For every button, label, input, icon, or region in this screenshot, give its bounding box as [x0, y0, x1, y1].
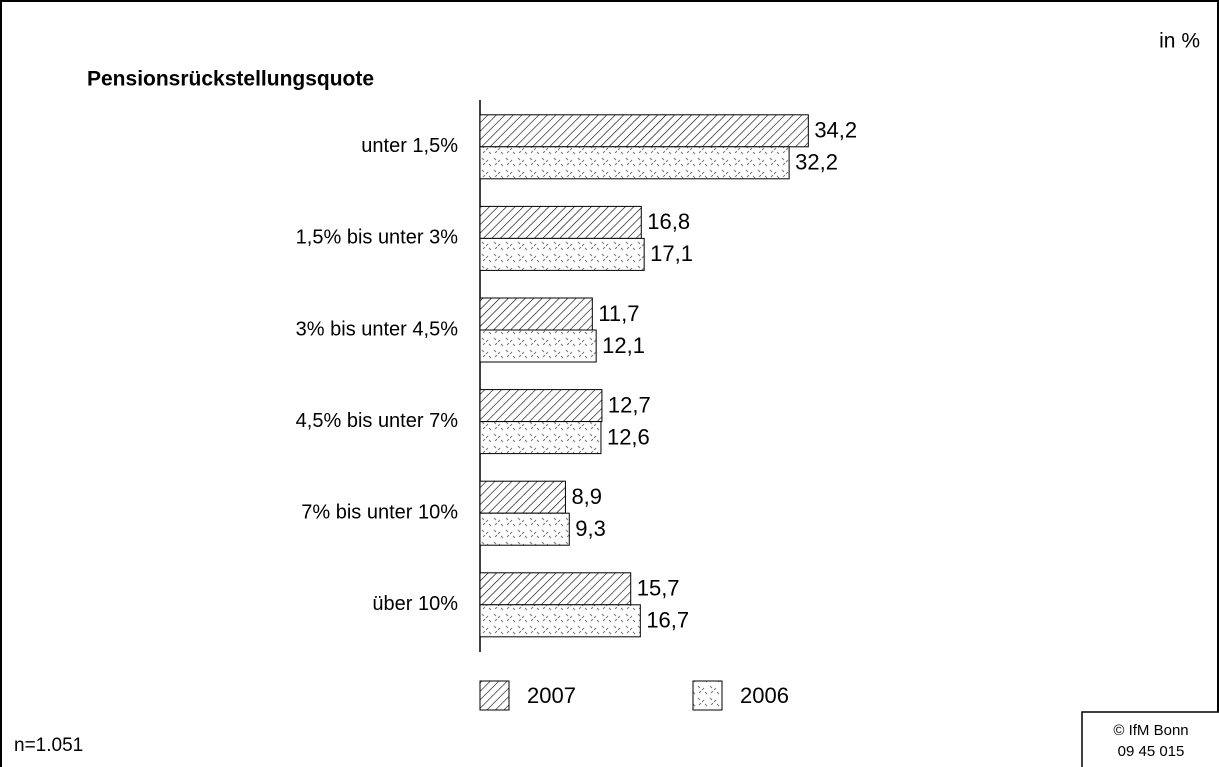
- source-line: 09 45 015: [1118, 743, 1185, 760]
- bar: [479, 421, 602, 455]
- value-label: 17,1: [650, 241, 693, 266]
- value-label: 12,7: [608, 392, 651, 417]
- bar: [479, 480, 566, 514]
- value-label: 16,8: [647, 209, 690, 234]
- bar: [479, 604, 641, 638]
- chart-title: Pensionsrückstellungsquote: [87, 68, 374, 91]
- bar: [479, 114, 809, 148]
- category-label: unter 1,5%: [361, 135, 458, 157]
- value-label: 34,2: [814, 118, 857, 143]
- bar: [479, 146, 790, 180]
- value-label: 11,7: [598, 301, 639, 326]
- bar: [479, 572, 632, 606]
- category-label: 7% bis unter 10%: [301, 501, 458, 523]
- category-label: 1,5% bis unter 3%: [296, 227, 459, 249]
- bar: [479, 329, 597, 363]
- value-label: 9,3: [575, 516, 606, 541]
- value-label: 12,1: [602, 333, 645, 358]
- category-label: 3% bis unter 4,5%: [296, 318, 459, 340]
- bar: [479, 237, 645, 271]
- bar: [479, 512, 570, 546]
- value-label: 15,7: [637, 576, 680, 601]
- bar: [479, 389, 603, 423]
- legend-label: 2006: [740, 683, 789, 708]
- bar: [479, 297, 593, 331]
- value-label: 32,2: [795, 150, 838, 175]
- category-label: 4,5% bis unter 7%: [296, 410, 459, 432]
- unit-label: in %: [1159, 30, 1200, 53]
- bar: [479, 205, 642, 239]
- value-label: 16,7: [646, 608, 689, 633]
- legend-label: 2007: [527, 683, 576, 708]
- source-line: © IfM Bonn: [1113, 722, 1188, 739]
- legend-swatch: [479, 680, 510, 711]
- value-label: 8,9: [571, 484, 602, 509]
- source-box: [1081, 711, 1219, 767]
- note: n=1.051: [14, 735, 83, 756]
- legend-swatch: [692, 680, 723, 711]
- value-label: 12,6: [607, 424, 650, 449]
- category-label: über 10%: [372, 593, 458, 615]
